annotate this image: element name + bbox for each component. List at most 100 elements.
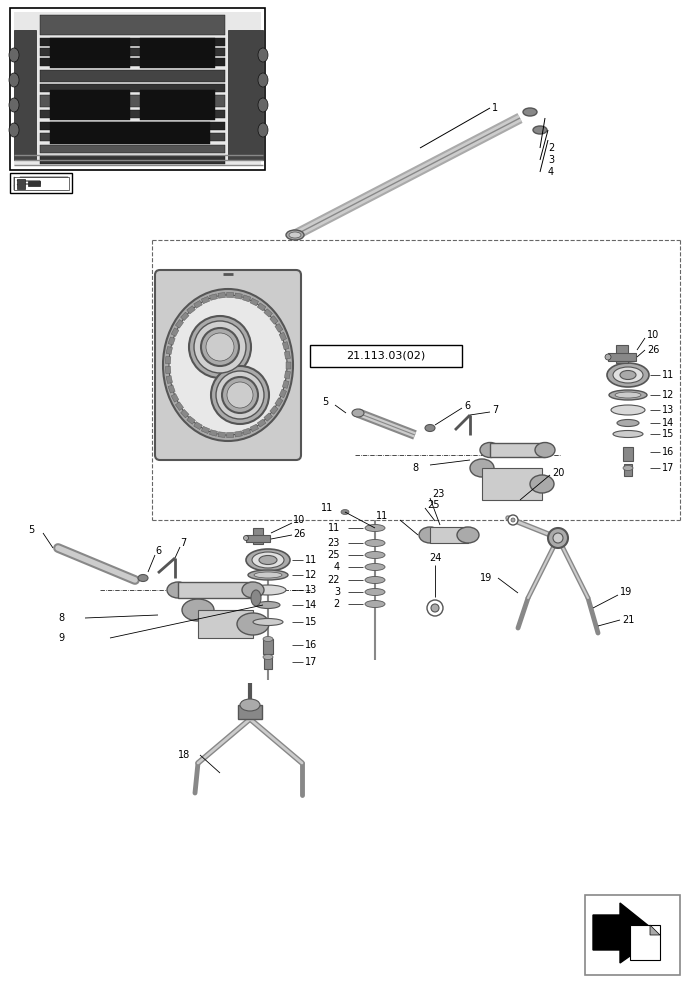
- Ellipse shape: [535, 442, 555, 458]
- Ellipse shape: [470, 459, 494, 477]
- Bar: [168, 337, 175, 345]
- Ellipse shape: [258, 73, 268, 87]
- Text: 6: 6: [464, 401, 470, 411]
- Ellipse shape: [246, 549, 290, 571]
- Ellipse shape: [189, 316, 251, 378]
- Ellipse shape: [237, 613, 269, 635]
- Bar: [178, 582, 253, 598]
- Text: 26: 26: [293, 529, 305, 539]
- Bar: [40, 70, 225, 82]
- Bar: [14, 12, 261, 166]
- Text: 5: 5: [322, 397, 328, 407]
- Ellipse shape: [352, 409, 364, 417]
- Text: 10: 10: [647, 330, 659, 340]
- Bar: [258, 419, 266, 427]
- Ellipse shape: [425, 424, 435, 432]
- Text: 3: 3: [548, 155, 554, 165]
- Text: 3: 3: [334, 587, 340, 597]
- Bar: [140, 38, 215, 68]
- Ellipse shape: [623, 466, 633, 471]
- Polygon shape: [14, 177, 68, 190]
- Bar: [187, 306, 195, 314]
- Text: 13: 13: [662, 405, 674, 415]
- Text: 13: 13: [305, 585, 317, 595]
- Text: 18: 18: [178, 750, 190, 760]
- Text: 11: 11: [321, 503, 333, 513]
- Text: 2: 2: [334, 599, 340, 609]
- Polygon shape: [593, 903, 660, 963]
- Bar: [264, 657, 272, 669]
- Ellipse shape: [533, 126, 547, 134]
- Bar: [270, 316, 278, 324]
- Bar: [40, 48, 225, 56]
- Ellipse shape: [9, 48, 19, 62]
- Bar: [194, 422, 202, 430]
- Bar: [279, 389, 286, 398]
- Text: 15: 15: [305, 617, 317, 627]
- Ellipse shape: [216, 371, 264, 419]
- Text: 11: 11: [305, 555, 317, 565]
- Bar: [227, 432, 234, 438]
- Ellipse shape: [222, 377, 258, 413]
- Text: 15: 15: [662, 429, 674, 439]
- Text: 7: 7: [492, 405, 498, 415]
- Text: 10: 10: [293, 515, 305, 525]
- Bar: [284, 371, 290, 379]
- Bar: [176, 402, 183, 410]
- Bar: [282, 342, 289, 350]
- Ellipse shape: [609, 390, 647, 400]
- Ellipse shape: [169, 295, 287, 435]
- Text: 4: 4: [334, 562, 340, 572]
- Ellipse shape: [365, 600, 385, 607]
- Bar: [624, 464, 632, 476]
- Ellipse shape: [138, 574, 148, 582]
- Ellipse shape: [611, 405, 645, 415]
- Ellipse shape: [511, 518, 515, 522]
- Bar: [585, 895, 680, 975]
- Ellipse shape: [248, 570, 288, 580]
- Bar: [40, 145, 225, 153]
- Bar: [234, 293, 242, 299]
- Ellipse shape: [289, 232, 301, 238]
- Bar: [263, 639, 273, 654]
- Bar: [40, 58, 225, 66]
- Ellipse shape: [365, 576, 385, 584]
- Text: 25: 25: [427, 500, 440, 510]
- Ellipse shape: [194, 321, 246, 373]
- Bar: [166, 376, 172, 383]
- Bar: [140, 90, 215, 120]
- Bar: [40, 95, 225, 107]
- Bar: [10, 173, 72, 193]
- Ellipse shape: [620, 370, 636, 379]
- Text: 11: 11: [376, 511, 388, 521]
- Bar: [176, 320, 183, 328]
- Bar: [198, 610, 253, 638]
- Text: 21: 21: [622, 615, 634, 625]
- Text: 17: 17: [662, 463, 674, 473]
- Text: 22: 22: [328, 575, 340, 585]
- Bar: [181, 409, 189, 418]
- Bar: [165, 356, 171, 364]
- Bar: [165, 366, 171, 374]
- Ellipse shape: [163, 289, 293, 441]
- Bar: [275, 324, 283, 332]
- Bar: [227, 292, 234, 298]
- FancyBboxPatch shape: [155, 270, 301, 460]
- Ellipse shape: [167, 582, 189, 598]
- Bar: [253, 528, 263, 544]
- Bar: [264, 309, 272, 317]
- Ellipse shape: [607, 363, 649, 387]
- Text: 5: 5: [28, 525, 34, 535]
- Ellipse shape: [457, 527, 479, 543]
- Bar: [40, 110, 225, 118]
- Ellipse shape: [259, 556, 277, 564]
- Bar: [630, 925, 660, 960]
- Bar: [250, 298, 258, 306]
- Bar: [50, 38, 130, 68]
- Ellipse shape: [201, 328, 239, 366]
- Text: 9: 9: [58, 633, 64, 643]
- Text: 23: 23: [432, 489, 444, 499]
- Ellipse shape: [227, 382, 253, 408]
- Ellipse shape: [548, 528, 568, 548]
- Bar: [181, 312, 189, 321]
